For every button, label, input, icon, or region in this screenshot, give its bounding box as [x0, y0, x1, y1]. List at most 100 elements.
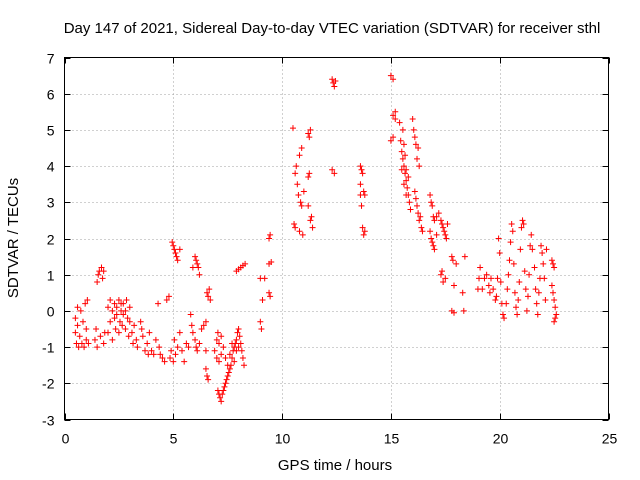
data-point [407, 206, 414, 213]
data-point [145, 351, 152, 358]
data-point [218, 398, 225, 405]
data-point [359, 224, 366, 231]
data-point [267, 293, 274, 300]
data-point [427, 228, 434, 235]
plot-frame [64, 57, 609, 420]
data-point [119, 322, 126, 329]
data-point [548, 257, 555, 264]
data-point [297, 199, 304, 206]
data-point [417, 213, 424, 220]
data-point [112, 326, 119, 332]
data-point [83, 326, 90, 332]
data-point [115, 329, 122, 336]
data-point [74, 322, 81, 329]
data-point [78, 340, 85, 347]
data-point [415, 145, 422, 151]
data-point [509, 228, 516, 235]
data-point [332, 78, 339, 85]
data-point [207, 297, 214, 304]
data-point [93, 326, 100, 332]
data-point [259, 297, 266, 304]
data-point [360, 188, 367, 195]
data-point [506, 257, 513, 264]
data-point [229, 354, 236, 361]
data-point [477, 264, 484, 271]
data-point [138, 326, 145, 332]
data-point [451, 309, 458, 316]
data-point [220, 344, 227, 351]
data-point [111, 315, 118, 322]
data-point [358, 202, 365, 209]
data-point [400, 163, 407, 170]
data-point [81, 344, 88, 351]
data-point [392, 116, 399, 123]
data-point [222, 354, 229, 361]
data-point [155, 300, 162, 307]
data-point [428, 235, 435, 242]
data-point [268, 259, 275, 266]
data-point [541, 275, 548, 282]
data-point [460, 307, 467, 314]
data-point [551, 297, 558, 304]
data-point [144, 340, 151, 347]
data-point [130, 340, 137, 347]
data-point [229, 340, 236, 347]
data-point [535, 289, 542, 296]
data-point [495, 235, 502, 242]
data-point [550, 289, 557, 296]
data-point [267, 231, 274, 238]
data-point [293, 163, 300, 170]
data-point [511, 289, 518, 296]
data-point [204, 373, 211, 380]
data-point [529, 246, 536, 253]
data-point [167, 354, 174, 361]
x-tick-label: 10 [275, 431, 291, 447]
data-point [497, 278, 504, 285]
data-point [171, 336, 178, 343]
data-point [411, 134, 418, 141]
data-point [306, 134, 313, 141]
data-point [361, 228, 368, 235]
data-point [390, 112, 397, 119]
data-point [305, 173, 312, 180]
data-point [107, 297, 114, 304]
data-point [540, 260, 547, 267]
data-point [433, 231, 440, 238]
data-point [439, 221, 446, 228]
data-point [77, 307, 84, 314]
data-point [148, 347, 155, 354]
data-point [122, 307, 129, 314]
data-point [493, 293, 500, 300]
data-point [94, 344, 101, 351]
data-point [518, 224, 525, 231]
data-point [79, 318, 86, 325]
data-point [405, 173, 412, 180]
data-point [172, 351, 179, 358]
data-point [124, 315, 131, 322]
y-tick-label: -3 [42, 413, 55, 429]
data-point [533, 300, 540, 307]
data-point [476, 275, 483, 282]
data-point [331, 170, 338, 177]
data-point [441, 228, 448, 235]
data-point [510, 260, 517, 267]
data-point [235, 344, 242, 351]
data-point [435, 210, 442, 217]
data-point [126, 318, 133, 325]
data-point [116, 318, 123, 325]
data-point [419, 228, 426, 235]
data-point [237, 340, 244, 347]
data-point [542, 297, 549, 304]
data-point [131, 322, 138, 329]
data-point [552, 315, 559, 322]
data-point [222, 380, 229, 387]
x-tick-label: 0 [62, 431, 70, 447]
data-point [487, 275, 494, 282]
data-point [189, 329, 196, 336]
data-point [75, 344, 82, 351]
data-point [416, 163, 423, 170]
y-tick-label: 4 [47, 159, 55, 175]
data-point [122, 326, 129, 332]
data-point [152, 336, 159, 343]
data-point [173, 253, 180, 260]
